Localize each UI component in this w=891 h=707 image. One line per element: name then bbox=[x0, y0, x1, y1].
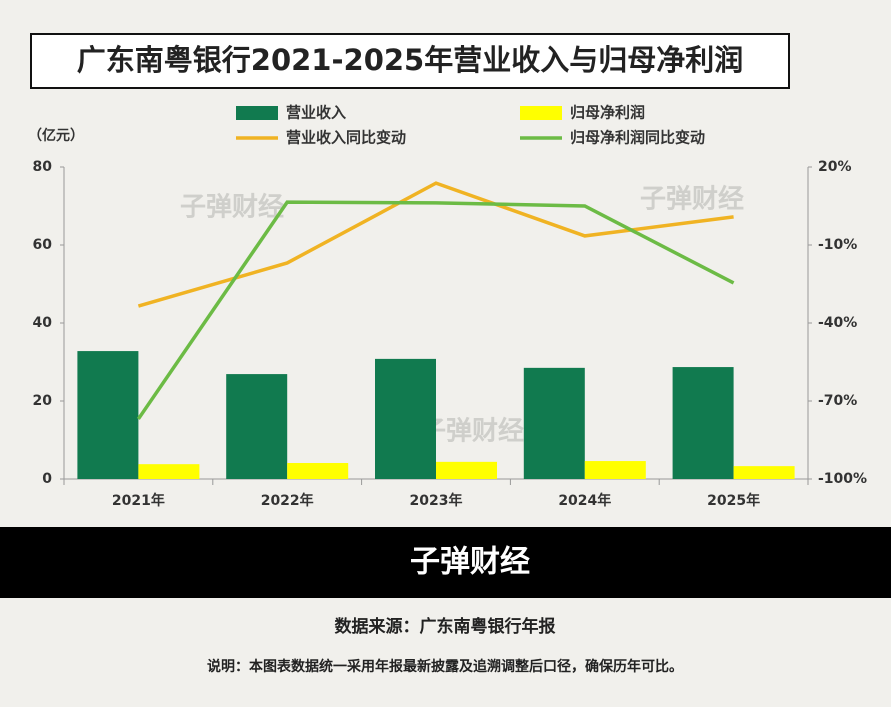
legend-label: 归母净利润 bbox=[570, 104, 645, 122]
bar bbox=[138, 464, 200, 479]
note: 说明：本图表数据统一采用年报最新披露及追溯调整后口径，确保历年可比。 bbox=[207, 658, 683, 675]
y-axis-label: （亿元） bbox=[28, 127, 84, 144]
y2-tick-label: -10% bbox=[818, 237, 857, 253]
brand: 子弹财经 bbox=[410, 545, 530, 580]
bar bbox=[672, 367, 734, 479]
legend-swatch bbox=[236, 106, 278, 120]
bar bbox=[584, 461, 646, 479]
line bbox=[136, 200, 735, 420]
y-tick-label: 80 bbox=[33, 159, 53, 175]
y-tick-label: 0 bbox=[42, 471, 52, 487]
legend-label: 归母净利润同比变动 bbox=[570, 129, 705, 147]
y-tick-label: 20 bbox=[33, 393, 53, 409]
footer-band bbox=[0, 527, 891, 598]
bar bbox=[375, 358, 436, 479]
bar bbox=[287, 463, 349, 479]
chart-title: 广东南粤银行2021-2025年营业收入与归母净利润 bbox=[77, 43, 743, 77]
watermark: 子弹财经 bbox=[420, 416, 524, 447]
y-tick-label: 60 bbox=[33, 237, 53, 253]
title-box bbox=[30, 33, 790, 89]
x-tick-label: 2021年 bbox=[112, 492, 165, 509]
watermark: 子弹财经 bbox=[180, 192, 284, 223]
bar bbox=[226, 374, 288, 479]
legend-swatch bbox=[520, 106, 562, 120]
bar bbox=[523, 367, 585, 479]
x-tick-label: 2024年 bbox=[558, 492, 611, 509]
y2-tick-label: -40% bbox=[818, 315, 857, 331]
legend-label: 营业收入同比变动 bbox=[286, 129, 406, 147]
watermark: 子弹财经 bbox=[640, 184, 744, 215]
y2-tick-label: -100% bbox=[818, 471, 867, 487]
y-tick-label: 40 bbox=[33, 315, 53, 331]
legend-label: 营业收入 bbox=[286, 104, 346, 122]
source: 数据来源：广东南粤银行年报 bbox=[335, 616, 556, 637]
bar bbox=[733, 466, 795, 479]
x-tick-label: 2025年 bbox=[707, 492, 760, 509]
y2-tick-label: 20% bbox=[818, 159, 852, 175]
y2-tick-label: -70% bbox=[818, 393, 857, 409]
bar bbox=[436, 461, 497, 479]
x-tick-label: 2022年 bbox=[261, 492, 314, 509]
bar bbox=[77, 351, 139, 479]
x-tick-label: 2023年 bbox=[410, 492, 463, 509]
